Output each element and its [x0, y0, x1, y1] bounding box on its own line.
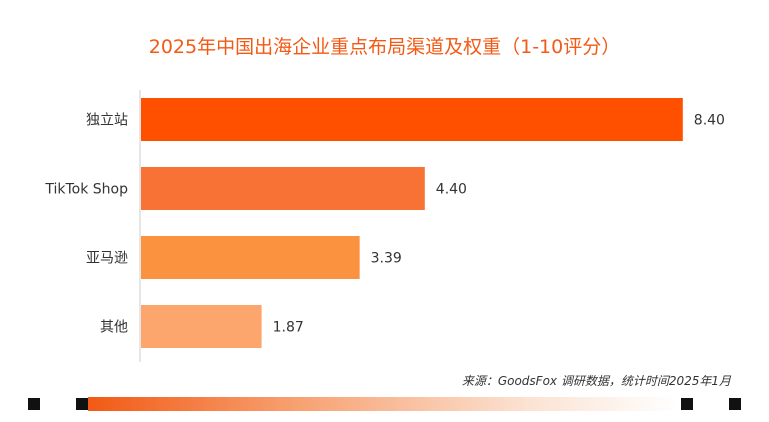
decor-square-right-outer: [729, 398, 741, 410]
value-label-0: 8.40: [694, 113, 725, 129]
bar-3: [141, 305, 262, 348]
category-label-2: 亚马逊: [86, 251, 128, 267]
chart-title: 2025年中国出海企业重点布局渠道及权重（1-10评分）: [148, 36, 621, 58]
bar-1: [141, 167, 425, 210]
source-note: 来源：GoodsFox 调研数据，统计时间2025年1月: [461, 374, 731, 388]
value-label-3: 1.87: [273, 320, 304, 336]
category-label-1: TikTok Shop: [44, 182, 128, 198]
decor-gradient-bar: [88, 397, 678, 411]
value-label-1: 4.40: [436, 182, 467, 198]
bar-0: [141, 98, 683, 141]
category-label-3: 其他: [100, 320, 128, 336]
value-label-2: 3.39: [371, 251, 402, 267]
decor-square-left-outer: [28, 398, 40, 410]
decor-square-left-inner: [76, 398, 88, 410]
category-label-0: 独立站: [86, 113, 128, 129]
decor-square-right-inner: [681, 398, 693, 410]
bar-2: [141, 236, 360, 279]
